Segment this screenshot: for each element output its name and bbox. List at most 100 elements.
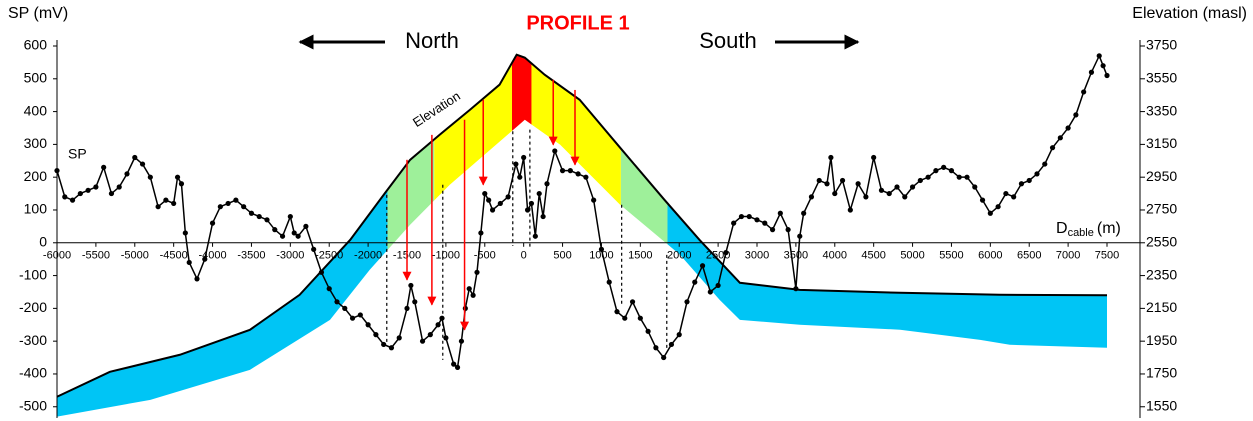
- sp-point: [863, 194, 869, 200]
- sp-point: [1042, 161, 1048, 167]
- sp-point: [972, 184, 978, 190]
- sp-point: [279, 233, 286, 239]
- sp-point: [1104, 72, 1110, 79]
- sp-point: [178, 181, 185, 187]
- sp-point: [723, 250, 729, 256]
- sp-point: [466, 286, 472, 292]
- x-tick-label: 6000: [978, 250, 1002, 262]
- y2-tick-label: 3350: [1146, 102, 1177, 118]
- sp-point: [886, 190, 892, 197]
- sp-point: [381, 341, 387, 348]
- x-tick-label: 2500: [706, 250, 730, 262]
- sp-point: [513, 161, 519, 167]
- zone-fill: [434, 62, 513, 201]
- x-tick-label: 7500: [1095, 250, 1119, 262]
- y-tick-label: -500: [19, 397, 47, 413]
- sp-point: [505, 194, 511, 200]
- y-tick-label: 0: [39, 233, 47, 249]
- sp-point: [762, 220, 768, 226]
- zone-fill: [512, 54, 532, 131]
- sp-point: [451, 361, 457, 367]
- sp-point: [272, 227, 278, 233]
- x-tick-label: -2500: [315, 250, 343, 262]
- sp-point: [699, 263, 706, 269]
- x-tick-label: 1500: [628, 250, 652, 262]
- y-tick-label: 600: [24, 37, 48, 53]
- sp-point: [373, 332, 379, 338]
- sp-point: [194, 276, 200, 282]
- sp-point: [291, 230, 297, 236]
- sp-point: [676, 332, 682, 338]
- sp-point: [217, 204, 223, 210]
- sp-point: [828, 154, 834, 161]
- x-tick-label: 500: [553, 250, 571, 262]
- sp-point: [54, 168, 60, 174]
- sp-point: [439, 315, 445, 321]
- y2-tick-label: 2350: [1146, 266, 1177, 282]
- sp-point: [909, 184, 916, 190]
- sp-point: [147, 174, 153, 180]
- sp-point: [318, 269, 325, 275]
- x-tick-label: 0: [521, 250, 527, 262]
- sp-point: [419, 338, 426, 344]
- sp-point: [287, 213, 293, 220]
- x-tick-label: -500: [474, 250, 496, 262]
- sp-point: [124, 171, 130, 177]
- sp-point: [233, 197, 239, 203]
- x-tick-label: 7000: [1056, 250, 1080, 262]
- sp-point: [1034, 171, 1040, 177]
- sp-point: [559, 168, 566, 174]
- sp-point: [209, 220, 216, 226]
- sp-point: [1026, 177, 1032, 184]
- y2-tick-label: 2750: [1146, 201, 1177, 217]
- x-tick-label: 1000: [589, 250, 613, 262]
- x-tick-label: 5500: [939, 250, 963, 262]
- sp-point: [462, 305, 468, 311]
- sp-point: [101, 164, 107, 170]
- sp-point: [583, 174, 589, 180]
- sp-point: [528, 200, 535, 207]
- y-tick-label: 300: [24, 135, 48, 151]
- sp-point: [567, 168, 573, 174]
- x-tick-label: -4500: [160, 250, 188, 262]
- sp-point: [684, 299, 690, 305]
- south-label: South: [699, 28, 757, 53]
- sp-point: [1003, 190, 1009, 197]
- x-tick-label: 3000: [745, 250, 769, 262]
- sp-point: [777, 210, 783, 216]
- y2-tick-label: 2950: [1146, 168, 1177, 184]
- sp-point: [478, 230, 484, 236]
- sp-point: [1073, 112, 1079, 118]
- sp-point: [552, 148, 558, 154]
- sp-point: [334, 299, 340, 305]
- sp-point: [948, 168, 955, 174]
- sp-point: [412, 299, 418, 305]
- sp-point: [614, 309, 620, 315]
- x-tick-label: 4000: [823, 250, 847, 262]
- sp-point: [1065, 125, 1071, 131]
- sp-point: [855, 181, 861, 187]
- y-tick-label: 400: [24, 102, 48, 118]
- y-tick-label: -200: [19, 299, 47, 315]
- sp-point: [470, 292, 476, 298]
- zone-fill: [57, 189, 388, 417]
- sp-point: [1100, 63, 1106, 69]
- sp-point: [517, 174, 523, 180]
- chart-title: PROFILE 1: [526, 12, 629, 34]
- sp-point: [824, 181, 830, 187]
- sp-point: [1057, 135, 1063, 141]
- sp-point: [816, 177, 822, 184]
- sp-point: [847, 207, 853, 213]
- sp-label: SP: [68, 146, 87, 162]
- x-tick-label: 2000: [667, 250, 691, 262]
- sp-point: [839, 177, 846, 184]
- y2-tick-label: 3150: [1146, 135, 1177, 151]
- sp-point: [532, 233, 538, 239]
- x-tick-label: 5000: [900, 250, 924, 262]
- sp-point: [326, 286, 332, 292]
- sp-point: [832, 190, 838, 197]
- x-axis-title-sub: cable: [1068, 227, 1094, 239]
- sp-point: [174, 174, 181, 180]
- sp-point: [785, 227, 791, 233]
- sp-point: [878, 187, 885, 193]
